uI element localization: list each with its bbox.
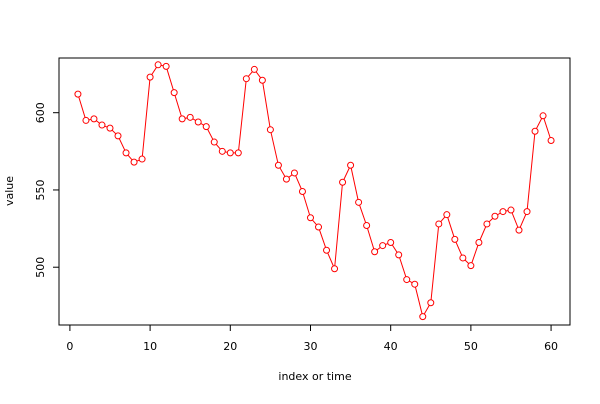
data-point — [539, 112, 547, 120]
data-point — [547, 137, 555, 145]
data-point — [170, 89, 178, 97]
x-tick-label: 60 — [544, 340, 558, 353]
data-point — [459, 254, 467, 262]
data-point — [234, 149, 242, 157]
plot-box — [58, 57, 571, 326]
data-point — [186, 113, 194, 121]
data-point — [379, 242, 387, 250]
data-point — [266, 126, 274, 134]
data-point — [250, 65, 258, 73]
data-point — [483, 220, 491, 228]
y-axis-title: value — [3, 176, 16, 206]
data-point — [507, 206, 515, 214]
x-tick-label: 50 — [464, 340, 478, 353]
data-point — [371, 248, 379, 256]
data-point — [258, 76, 266, 84]
data-point — [355, 198, 363, 206]
data-point — [531, 127, 539, 135]
data-point — [90, 115, 98, 123]
x-tick-label: 40 — [384, 340, 398, 353]
x-tick-label: 20 — [223, 340, 237, 353]
data-point — [274, 161, 282, 169]
data-point — [290, 169, 298, 177]
data-point — [443, 211, 451, 219]
data-point — [74, 90, 82, 98]
data-point — [242, 75, 250, 83]
y-tick-label: 600 — [34, 102, 47, 123]
data-point — [363, 221, 371, 229]
data-point — [467, 262, 475, 270]
data-point — [475, 238, 483, 246]
data-point — [194, 118, 202, 126]
data-point — [395, 251, 403, 259]
data-point — [210, 138, 218, 146]
data-point — [282, 175, 290, 183]
data-point — [82, 116, 90, 124]
data-point — [306, 214, 314, 222]
data-point — [98, 121, 106, 129]
data-point — [499, 208, 507, 216]
data-point — [515, 226, 523, 234]
data-point — [339, 178, 347, 186]
data-point — [451, 235, 459, 243]
data-point — [347, 161, 355, 169]
data-point — [130, 158, 138, 166]
y-tick-label: 500 — [34, 257, 47, 278]
data-point — [403, 276, 411, 284]
data-point — [523, 208, 531, 216]
data-point — [122, 149, 130, 157]
data-point — [138, 155, 146, 163]
data-point — [226, 149, 234, 157]
data-point — [331, 265, 339, 273]
data-point — [387, 238, 395, 246]
data-line — [77, 64, 552, 318]
data-point — [106, 124, 114, 132]
data-point — [202, 123, 210, 131]
x-axis-title: index or time — [278, 370, 351, 383]
data-point — [411, 280, 419, 288]
data-point — [218, 147, 226, 155]
y-tick-label: 550 — [34, 179, 47, 200]
data-point — [323, 246, 331, 254]
data-point — [435, 220, 443, 228]
data-point — [114, 132, 122, 140]
x-tick-label: 10 — [143, 340, 157, 353]
data-point — [491, 212, 499, 220]
data-point — [419, 313, 427, 321]
data-point — [154, 61, 162, 69]
data-point — [178, 115, 186, 123]
data-point — [427, 299, 435, 307]
x-tick-label: 30 — [303, 340, 317, 353]
data-point — [146, 73, 154, 81]
x-tick-label: 0 — [66, 340, 73, 353]
data-point — [162, 62, 170, 70]
data-point — [298, 188, 306, 195]
data-point — [315, 223, 323, 231]
